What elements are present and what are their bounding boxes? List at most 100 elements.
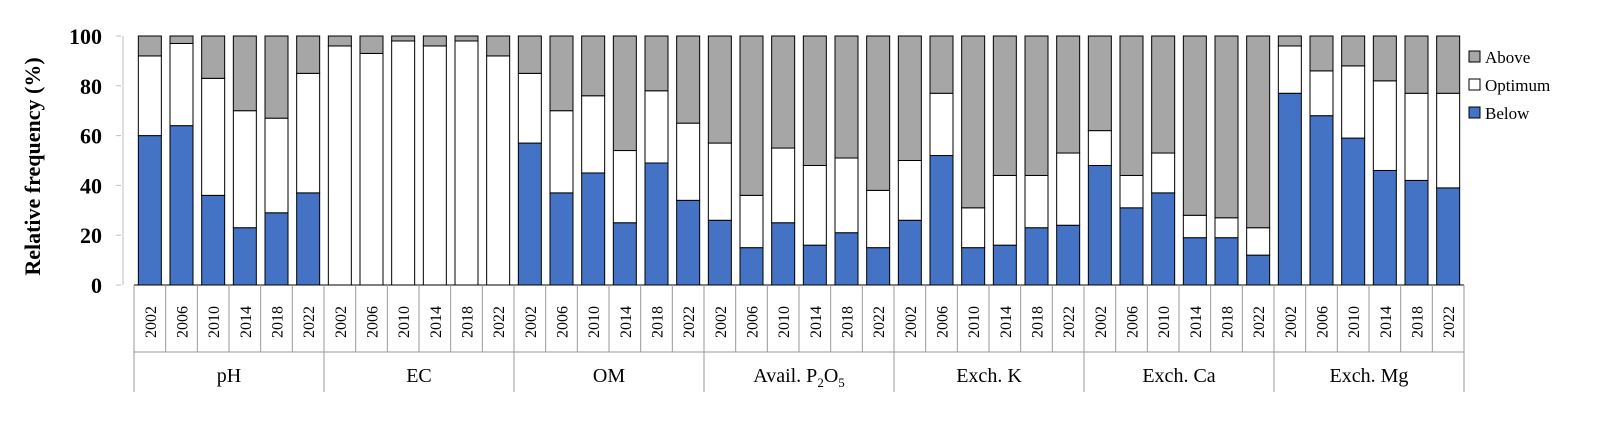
x-tick-label: 2002	[713, 306, 730, 338]
bar-below	[644, 162, 669, 286]
bar-optimum	[897, 160, 922, 221]
bar-above	[137, 35, 162, 57]
x-tick-label: 2014	[998, 306, 1015, 338]
x-tick-label: 2018	[460, 306, 477, 338]
bar-above	[961, 35, 986, 209]
bar-below	[1182, 237, 1207, 286]
bar-optimum	[581, 95, 606, 174]
x-tick-label: 2010	[776, 306, 793, 338]
bar-above	[169, 35, 194, 44]
x-tick-label: 2022	[1061, 306, 1078, 338]
bar-optimum	[834, 157, 859, 234]
bar-above	[676, 35, 701, 124]
bar-above	[1341, 35, 1366, 67]
bar-above	[581, 35, 606, 97]
bar-optimum	[771, 147, 796, 224]
bar-above	[1151, 35, 1176, 154]
bar-optimum	[517, 72, 542, 144]
bar-optimum	[549, 110, 574, 194]
bar-optimum	[676, 122, 701, 201]
y-tick-label: 40	[80, 173, 102, 198]
x-tick-label: 2010	[586, 306, 603, 338]
bar-below	[1056, 224, 1081, 286]
bar-optimum	[1277, 45, 1302, 94]
x-tick-label: 2010	[396, 306, 413, 338]
x-tick-label: 2018	[1030, 306, 1047, 338]
bar-below	[232, 227, 257, 286]
bar-optimum	[707, 142, 732, 221]
x-tick-label: 2022	[871, 306, 888, 338]
y-tick-label: 0	[91, 273, 102, 298]
bar-above	[1182, 35, 1207, 216]
bar-above	[1404, 35, 1429, 94]
bar-above	[1087, 35, 1112, 132]
bar-optimum	[866, 189, 891, 249]
x-tick-label: 2014	[618, 306, 635, 338]
legend-label: Above	[1485, 48, 1530, 67]
bar-above	[771, 35, 796, 149]
bar-optimum	[391, 40, 416, 286]
bar-above	[1119, 35, 1144, 176]
bar-above	[1024, 35, 1049, 176]
bar-below	[802, 244, 827, 286]
bar-above	[486, 35, 511, 57]
x-tick-label: 2006	[1315, 306, 1332, 338]
y-tick-label: 60	[80, 124, 102, 149]
bar-above	[454, 35, 479, 42]
bar-below	[1309, 115, 1334, 286]
bar-optimum	[1372, 80, 1397, 171]
legend-label: Optimum	[1485, 76, 1550, 95]
x-tick-label: 2018	[650, 306, 667, 338]
group-label: Exch. Ca	[1142, 365, 1215, 387]
bar-below	[834, 232, 859, 286]
x-tick-label: 2014	[808, 306, 825, 338]
bar-optimum	[612, 150, 637, 224]
bar-below	[1119, 207, 1144, 286]
bar-below	[264, 212, 289, 286]
group-label-part: Exch. Mg	[1330, 365, 1409, 387]
bar-below	[612, 222, 637, 286]
bar-optimum	[454, 40, 479, 286]
bar-optimum	[802, 164, 827, 246]
bar-optimum	[359, 52, 384, 286]
y-tick-label: 100	[69, 24, 102, 49]
bar-optimum	[296, 72, 321, 194]
bar-above	[866, 35, 891, 191]
bar-above	[517, 35, 542, 74]
bar-optimum	[1309, 70, 1334, 117]
bar-above	[992, 35, 1017, 176]
x-tick-label: 2018	[1410, 306, 1427, 338]
bar-below	[707, 219, 732, 286]
legend-swatch-optimum	[1468, 78, 1481, 91]
bar-optimum	[1151, 152, 1176, 194]
bar-optimum	[961, 207, 986, 249]
bar-below	[771, 222, 796, 286]
bar-below	[1214, 237, 1239, 286]
x-tick-label: 2014	[1378, 306, 1395, 338]
group-label-part: EC	[406, 365, 432, 387]
bar-below	[1372, 169, 1397, 286]
bar-optimum	[327, 45, 352, 286]
group-label-part: Avail. P	[753, 365, 817, 387]
bar-optimum	[1056, 152, 1081, 226]
group-label-part: 2	[817, 375, 824, 390]
bar-above	[391, 35, 416, 42]
group-label-part: 5	[838, 375, 845, 390]
bar-below	[1246, 254, 1271, 286]
bar-optimum	[486, 55, 511, 286]
x-tick-label: 2010	[206, 306, 223, 338]
x-tick-label: 2018	[1220, 306, 1237, 338]
y-tick-label: 20	[80, 223, 102, 248]
bar-optimum	[1214, 217, 1239, 239]
bar-below	[169, 125, 194, 286]
x-tick-label: 2010	[1156, 306, 1173, 338]
x-tick-label: 2022	[301, 306, 318, 338]
bar-above	[422, 35, 447, 47]
bar-above	[1309, 35, 1334, 72]
group-label-part: Exch. Ca	[1142, 365, 1215, 387]
group-label: EC	[406, 365, 432, 387]
bar-above	[1056, 35, 1081, 154]
group-label: Avail. P2O5	[753, 365, 845, 390]
bar-above	[549, 35, 574, 112]
